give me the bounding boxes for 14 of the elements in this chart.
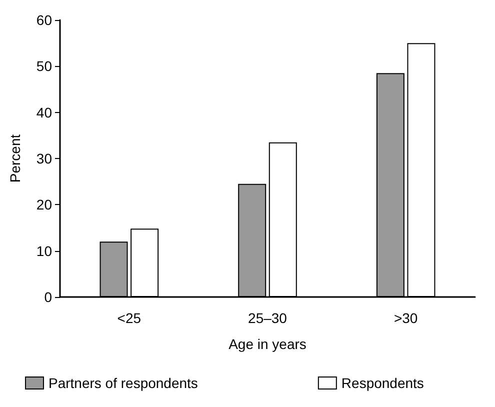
y-tick-label: 20: [36, 196, 52, 213]
y-tick-label: 30: [36, 150, 52, 166]
legend-label: Partners of respondents: [48, 375, 198, 391]
legend-label: Respondents: [341, 375, 424, 391]
y-tick-label: 60: [36, 12, 52, 28]
y-axis-title: Percent: [7, 134, 23, 183]
x-tick-label: <25: [117, 310, 142, 326]
x-tick-label: 25–30: [248, 310, 288, 326]
y-tick-label: 40: [36, 104, 52, 120]
x-tick-label: >30: [394, 310, 418, 326]
x-axis-title: Age in years: [228, 336, 306, 352]
y-tick-label: 10: [36, 242, 52, 259]
y-tick-label: 50: [36, 58, 52, 74]
y-tick-label: 0: [44, 289, 52, 305]
